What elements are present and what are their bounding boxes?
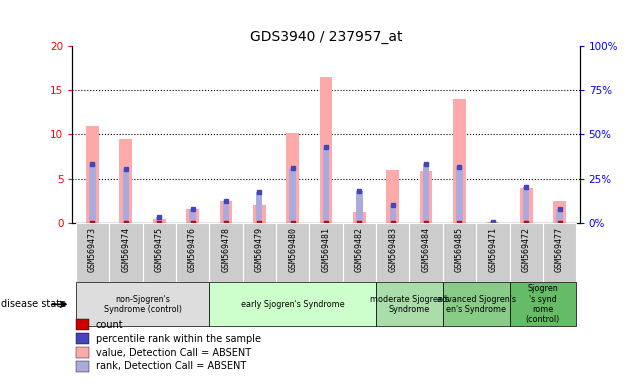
- Bar: [323, 147, 329, 223]
- Text: early Sjogren's Syndrome: early Sjogren's Syndrome: [241, 300, 345, 309]
- Text: GSM569477: GSM569477: [555, 227, 564, 273]
- Bar: [209, 223, 243, 282]
- Bar: [543, 223, 576, 282]
- Bar: [556, 210, 563, 223]
- Bar: [209, 282, 376, 326]
- Bar: [410, 223, 443, 282]
- Bar: [142, 223, 176, 282]
- Text: GSM569475: GSM569475: [155, 227, 164, 273]
- Text: GSM569472: GSM569472: [522, 227, 530, 273]
- Bar: [456, 167, 462, 223]
- Bar: [443, 223, 476, 282]
- Text: percentile rank within the sample: percentile rank within the sample: [96, 334, 261, 344]
- Text: count: count: [96, 320, 123, 330]
- Bar: [510, 282, 576, 326]
- Bar: [476, 223, 510, 282]
- Bar: [423, 164, 429, 223]
- Bar: [286, 132, 299, 223]
- Bar: [156, 217, 163, 223]
- Title: GDS3940 / 237957_at: GDS3940 / 237957_at: [249, 30, 403, 44]
- Bar: [190, 209, 196, 223]
- Bar: [243, 223, 276, 282]
- Text: value, Detection Call = ABSENT: value, Detection Call = ABSENT: [96, 348, 251, 358]
- Bar: [319, 77, 333, 223]
- Bar: [109, 223, 142, 282]
- Bar: [490, 222, 496, 223]
- Bar: [510, 223, 543, 282]
- Bar: [220, 200, 232, 223]
- Bar: [553, 200, 566, 223]
- Bar: [453, 99, 466, 223]
- Text: Sjogren
's synd
rome
(control): Sjogren 's synd rome (control): [526, 284, 560, 324]
- Text: GSM569471: GSM569471: [488, 227, 497, 273]
- Bar: [486, 222, 499, 223]
- Bar: [276, 223, 309, 282]
- Text: disease state: disease state: [1, 299, 66, 310]
- Bar: [86, 126, 99, 223]
- Bar: [356, 191, 362, 223]
- Text: rank, Detection Call = ABSENT: rank, Detection Call = ABSENT: [96, 361, 246, 371]
- Bar: [389, 205, 396, 223]
- Bar: [309, 223, 343, 282]
- Bar: [186, 210, 199, 223]
- Text: GSM569484: GSM569484: [421, 227, 431, 273]
- Bar: [376, 282, 443, 326]
- Text: GSM569474: GSM569474: [122, 227, 130, 273]
- Text: GSM569476: GSM569476: [188, 227, 197, 273]
- Text: GSM569480: GSM569480: [288, 227, 297, 273]
- Bar: [420, 172, 432, 223]
- Text: GSM569478: GSM569478: [221, 227, 231, 273]
- Text: GSM569473: GSM569473: [88, 227, 97, 273]
- Text: GSM569483: GSM569483: [388, 227, 398, 273]
- Bar: [89, 164, 96, 223]
- Text: advanced Sjogren's
en's Syndrome: advanced Sjogren's en's Syndrome: [437, 295, 516, 314]
- Text: GSM569482: GSM569482: [355, 227, 364, 273]
- Bar: [353, 212, 366, 223]
- Bar: [443, 282, 510, 326]
- Bar: [343, 223, 376, 282]
- Bar: [123, 169, 129, 223]
- Bar: [256, 192, 263, 223]
- Text: moderate Sjogren's
Syndrome: moderate Sjogren's Syndrome: [370, 295, 449, 314]
- Bar: [120, 139, 132, 223]
- Bar: [253, 205, 266, 223]
- Bar: [223, 200, 229, 223]
- Bar: [523, 187, 529, 223]
- Bar: [153, 219, 166, 223]
- Text: GSM569479: GSM569479: [255, 227, 264, 273]
- Text: GSM569485: GSM569485: [455, 227, 464, 273]
- Bar: [76, 282, 209, 326]
- Bar: [386, 170, 399, 223]
- Bar: [76, 223, 109, 282]
- Text: non-Sjogren's
Syndrome (control): non-Sjogren's Syndrome (control): [103, 295, 181, 314]
- Bar: [520, 188, 532, 223]
- Bar: [290, 168, 296, 223]
- Bar: [176, 223, 209, 282]
- Text: GSM569481: GSM569481: [321, 227, 331, 273]
- Bar: [376, 223, 410, 282]
